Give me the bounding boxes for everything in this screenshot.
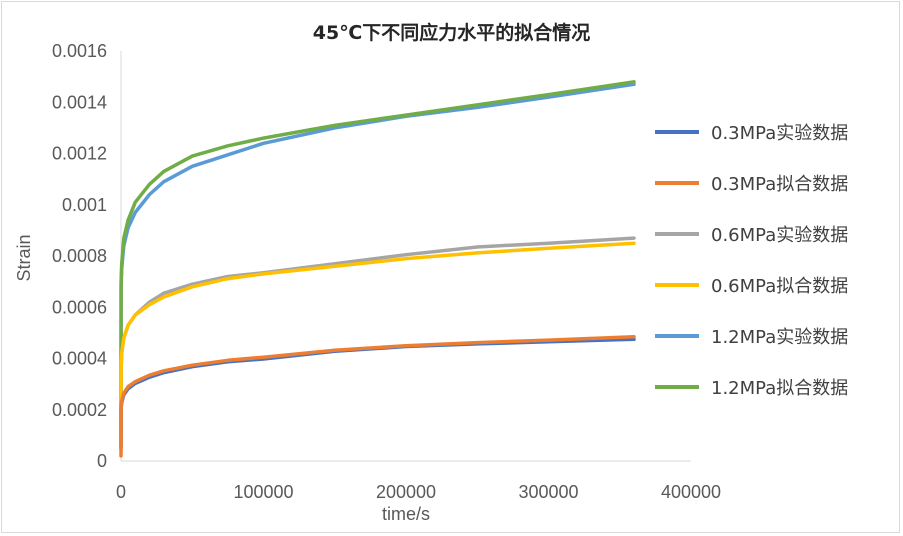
- legend-item: 0.6MPa拟合数据: [655, 259, 848, 310]
- y-tick-label: 0.0002: [52, 400, 107, 420]
- y-tick-label: 0.001: [62, 195, 107, 215]
- legend-swatch: [655, 129, 699, 134]
- y-tick-label: 0.0004: [52, 349, 107, 369]
- legend-swatch: [655, 180, 699, 185]
- x-tick-label: 400000: [661, 482, 721, 502]
- x-tick-label: 0: [116, 482, 126, 502]
- legend: 0.3MPa实验数据 0.3MPa拟合数据 0.6MPa实验数据 0.6MPa拟合数据…: [655, 106, 848, 412]
- legend-label: 0.6MPa拟合数据: [711, 275, 849, 297]
- legend-swatch: [655, 231, 699, 236]
- series-line-1: [119, 334, 636, 458]
- x-tick-label: 100000: [233, 482, 293, 502]
- legend-label: 0.3MPa实验数据: [711, 122, 849, 144]
- legend-swatch: [655, 333, 699, 338]
- series-line-5: [119, 80, 636, 412]
- y-tick-label: 0.0006: [52, 297, 107, 317]
- x-axis-label: time/s: [382, 504, 430, 524]
- x-tick-label: 200000: [376, 482, 436, 502]
- y-tick-label: 0: [97, 451, 107, 471]
- y-tick-label: 0.0014: [52, 92, 107, 112]
- y-tick-label: 0.0008: [52, 246, 107, 266]
- legend-label: 0.6MPa实验数据: [711, 224, 849, 246]
- legend-item: 0.6MPa实验数据: [655, 208, 848, 259]
- legend-swatch: [655, 384, 699, 389]
- legend-label: 1.2MPa实验数据: [711, 326, 849, 348]
- legend-swatch: [655, 282, 699, 287]
- chart-title: 45℃下不同应力水平的拟合情况: [312, 22, 591, 44]
- legend-label: 1.2MPa拟合数据: [711, 377, 849, 399]
- legend-item: 0.3MPa拟合数据: [655, 157, 848, 208]
- legend-item: 1.2MPa拟合数据: [655, 361, 848, 412]
- legend-item: 0.3MPa实验数据: [655, 106, 848, 157]
- series-line-4: [119, 82, 636, 425]
- y-axis-label: Strain: [14, 234, 34, 281]
- legend-label: 0.3MPa拟合数据: [711, 173, 849, 195]
- y-tick-label: 0.0012: [52, 144, 107, 164]
- x-tick-label: 300000: [518, 482, 578, 502]
- y-tick-label: 0.0016: [52, 41, 107, 61]
- series-line-3: [119, 241, 636, 450]
- series-line-0: [119, 337, 636, 450]
- legend-item: 1.2MPa实验数据: [655, 310, 848, 361]
